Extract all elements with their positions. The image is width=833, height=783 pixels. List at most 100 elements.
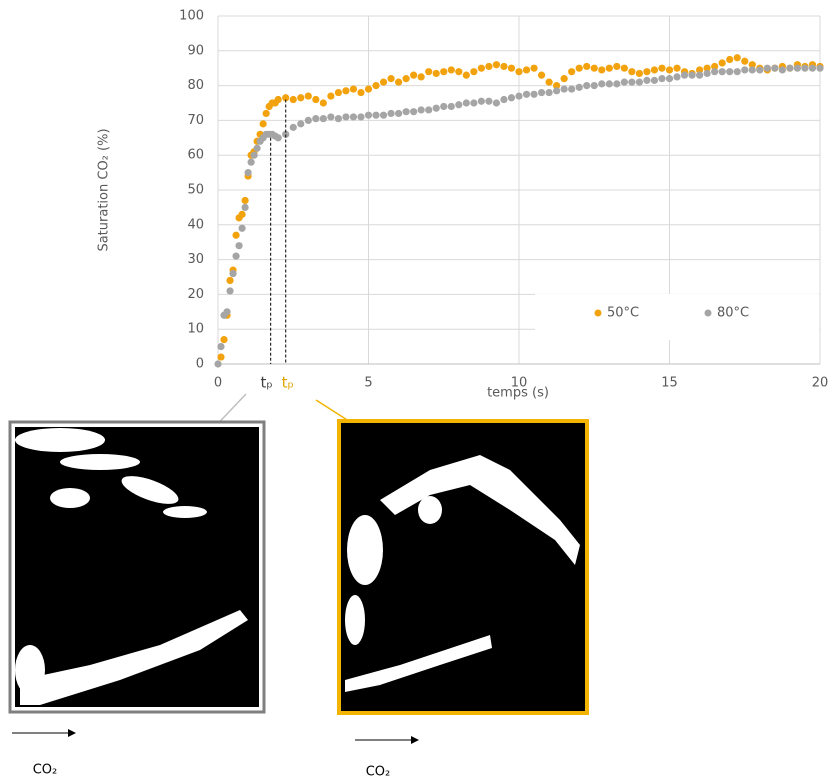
data-point <box>590 82 598 90</box>
data-point <box>583 82 591 90</box>
data-point <box>537 88 546 97</box>
legend-label: 50°C <box>607 306 639 321</box>
data-point <box>583 62 591 71</box>
legend-box <box>535 294 819 340</box>
data-point <box>748 61 756 69</box>
data-point <box>387 75 395 83</box>
data-point <box>425 106 433 114</box>
legend-marker <box>704 309 712 317</box>
data-point <box>447 102 455 111</box>
data-point <box>327 113 335 121</box>
data-point <box>545 78 553 86</box>
micrograph-50 <box>337 419 589 715</box>
y-tick-label: 0 <box>196 357 204 372</box>
data-point <box>372 111 380 119</box>
data-point <box>500 95 508 104</box>
data-point <box>696 71 704 79</box>
data-point <box>598 66 606 74</box>
data-point <box>223 308 231 316</box>
data-point <box>312 95 320 104</box>
data-point <box>673 73 681 81</box>
data-point <box>530 90 538 98</box>
data-point <box>220 336 228 344</box>
data-point <box>274 95 282 104</box>
data-point <box>718 59 726 67</box>
data-point <box>628 78 636 86</box>
data-point <box>643 76 651 84</box>
data-point <box>628 68 636 76</box>
x-tick-label: 10 <box>511 376 528 391</box>
data-point <box>650 66 659 74</box>
data-point <box>560 85 568 93</box>
data-point <box>304 92 312 100</box>
data-point <box>598 80 606 88</box>
data-point <box>680 71 689 79</box>
y-tick-label: 40 <box>187 217 204 232</box>
data-point <box>477 64 485 72</box>
data-point <box>500 62 508 71</box>
data-point <box>658 64 666 72</box>
data-point <box>801 64 809 72</box>
data-point <box>613 62 621 71</box>
data-point <box>696 66 704 74</box>
data-point <box>410 71 418 79</box>
data-point <box>507 64 516 72</box>
data-point <box>733 54 741 62</box>
data-point <box>342 113 350 121</box>
data-point <box>703 69 711 78</box>
data-point <box>515 92 523 100</box>
data-point <box>304 116 312 124</box>
data-point <box>650 76 659 84</box>
data-point <box>241 203 249 211</box>
data-point <box>327 92 335 100</box>
data-point <box>470 68 478 76</box>
data-point <box>568 68 576 76</box>
data-point <box>771 64 779 72</box>
annotation-label: tₚ <box>261 374 273 392</box>
data-point <box>282 94 290 102</box>
data-point <box>241 196 249 205</box>
data-point <box>253 144 261 152</box>
data-point <box>605 80 613 88</box>
panel-label: CO₂ <box>33 763 58 778</box>
data-point <box>357 88 365 97</box>
data-point <box>793 64 802 72</box>
data-point <box>387 109 395 118</box>
data-point <box>703 64 711 72</box>
data-point <box>235 242 243 250</box>
data-point <box>605 64 613 72</box>
y-axis-label: Saturation CO₂ (%) <box>97 128 112 251</box>
panel-label: CO₂ <box>366 765 391 780</box>
x-axis-label: temps (s) <box>487 386 549 401</box>
data-point <box>229 269 237 278</box>
data-point <box>289 123 297 131</box>
data-point <box>262 109 270 118</box>
y-tick-label: 20 <box>187 287 204 302</box>
data-point <box>289 95 297 104</box>
data-point <box>247 158 255 166</box>
data-point <box>402 75 410 83</box>
data-point <box>402 108 410 116</box>
data-point <box>357 113 365 121</box>
data-point <box>379 78 388 86</box>
micrograph-80 <box>8 420 266 714</box>
data-point <box>274 134 282 142</box>
data-point <box>232 231 240 239</box>
data-point <box>620 78 628 86</box>
data-point <box>485 97 493 105</box>
data-point <box>297 94 305 102</box>
data-point <box>214 360 222 368</box>
data-point <box>250 151 258 159</box>
data-point <box>537 71 546 79</box>
data-point <box>673 64 681 72</box>
data-point <box>217 353 225 361</box>
data-point <box>372 82 380 90</box>
data-point <box>741 66 749 74</box>
y-tick-label: 100 <box>179 9 204 24</box>
data-point <box>733 68 741 76</box>
data-point <box>232 252 240 260</box>
data-point <box>711 68 719 76</box>
data-point <box>741 57 749 65</box>
data-point <box>312 115 320 123</box>
